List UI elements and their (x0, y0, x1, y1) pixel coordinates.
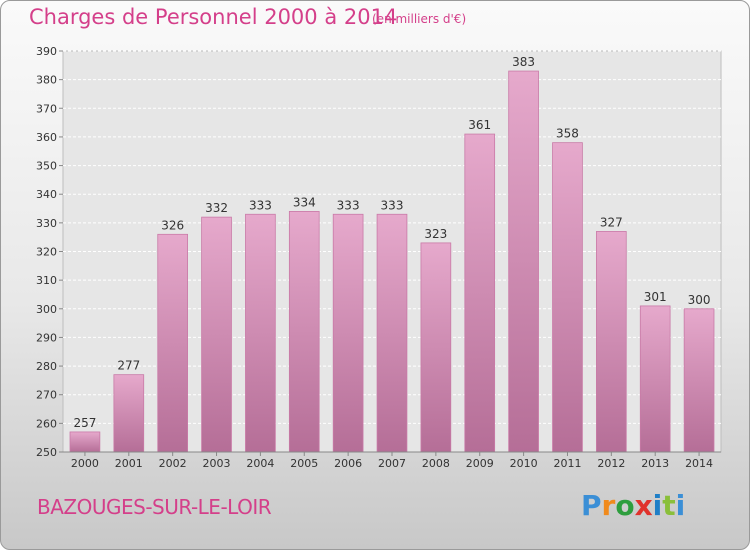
y-tick-label: 360 (36, 131, 57, 144)
bar-value-label: 257 (73, 416, 96, 430)
y-tick-label: 270 (36, 389, 57, 402)
x-tick-label: 2004 (246, 457, 274, 470)
y-tick-label: 380 (36, 74, 57, 87)
chart-title: Charges de Personnel 2000 à 2014 (29, 5, 398, 29)
bar (157, 233, 188, 453)
y-tick-label: 390 (36, 45, 57, 58)
bar-value-label: 301 (644, 290, 667, 304)
x-tick-label: 2000 (71, 457, 99, 470)
bar (420, 242, 452, 453)
commune-name: BAZOUGES-SUR-LE-LOIR (37, 495, 272, 519)
bar (288, 210, 320, 453)
y-tick-label: 250 (36, 446, 57, 459)
y-tick-label: 310 (36, 274, 57, 287)
chart-subtitle: (en milliers d'€) (372, 12, 467, 26)
y-tick-label: 340 (36, 188, 57, 201)
logo-letter: i (652, 489, 663, 522)
logo-letter: P (581, 489, 602, 522)
bar (683, 308, 715, 453)
logo-letter: r (601, 489, 616, 522)
bar (332, 213, 364, 453)
x-tick-label: 2005 (290, 457, 318, 470)
bar (596, 231, 627, 453)
bar-value-label: 333 (381, 198, 404, 212)
bar (639, 305, 671, 453)
x-tick-label: 2002 (159, 457, 187, 470)
bar (376, 213, 408, 453)
y-tick-label: 330 (36, 217, 57, 230)
bar (552, 142, 583, 453)
bar (245, 213, 276, 453)
bar-value-label: 334 (293, 195, 316, 209)
y-tick-label: 350 (36, 160, 57, 173)
bar-value-label: 361 (468, 118, 491, 132)
x-tick-label: 2009 (466, 457, 494, 470)
y-tick-label: 370 (36, 102, 57, 115)
y-tick-label: 300 (36, 303, 57, 316)
bar (69, 431, 101, 453)
logo-letter: x (634, 489, 653, 522)
bar-value-label: 326 (161, 218, 184, 232)
x-tick-label: 2006 (334, 457, 362, 470)
x-tick-label: 2012 (597, 457, 625, 470)
logo-letter: t (662, 489, 676, 522)
bar-value-label: 332 (205, 201, 228, 215)
y-tick-label: 290 (36, 331, 57, 344)
y-tick-label: 320 (36, 246, 57, 259)
bar-value-label: 323 (424, 227, 447, 241)
x-tick-label: 2003 (203, 457, 231, 470)
bar (113, 374, 145, 453)
proxiti-logo: Proxiti (581, 489, 685, 522)
bar-value-label: 277 (117, 359, 140, 373)
bar (508, 70, 539, 453)
x-tick-label: 2001 (115, 457, 143, 470)
x-tick-label: 2007 (378, 457, 406, 470)
x-tick-label: 2008 (422, 457, 450, 470)
logo-letter: o (615, 489, 635, 522)
y-tick-label: 260 (36, 417, 57, 430)
bar-value-label: 333 (249, 198, 272, 212)
bar-value-label: 358 (556, 127, 579, 141)
bar-value-label: 383 (512, 55, 535, 69)
bar-value-label: 333 (337, 198, 360, 212)
bar (201, 216, 232, 453)
logo-letter: i (675, 489, 686, 522)
bar-value-label: 300 (688, 293, 711, 307)
y-tick-label: 280 (36, 360, 57, 373)
bar-value-label: 327 (600, 215, 623, 229)
x-tick-label: 2011 (553, 457, 581, 470)
bar (464, 133, 496, 453)
x-tick-label: 2014 (685, 457, 713, 470)
x-tick-label: 2010 (510, 457, 538, 470)
x-tick-label: 2013 (641, 457, 669, 470)
